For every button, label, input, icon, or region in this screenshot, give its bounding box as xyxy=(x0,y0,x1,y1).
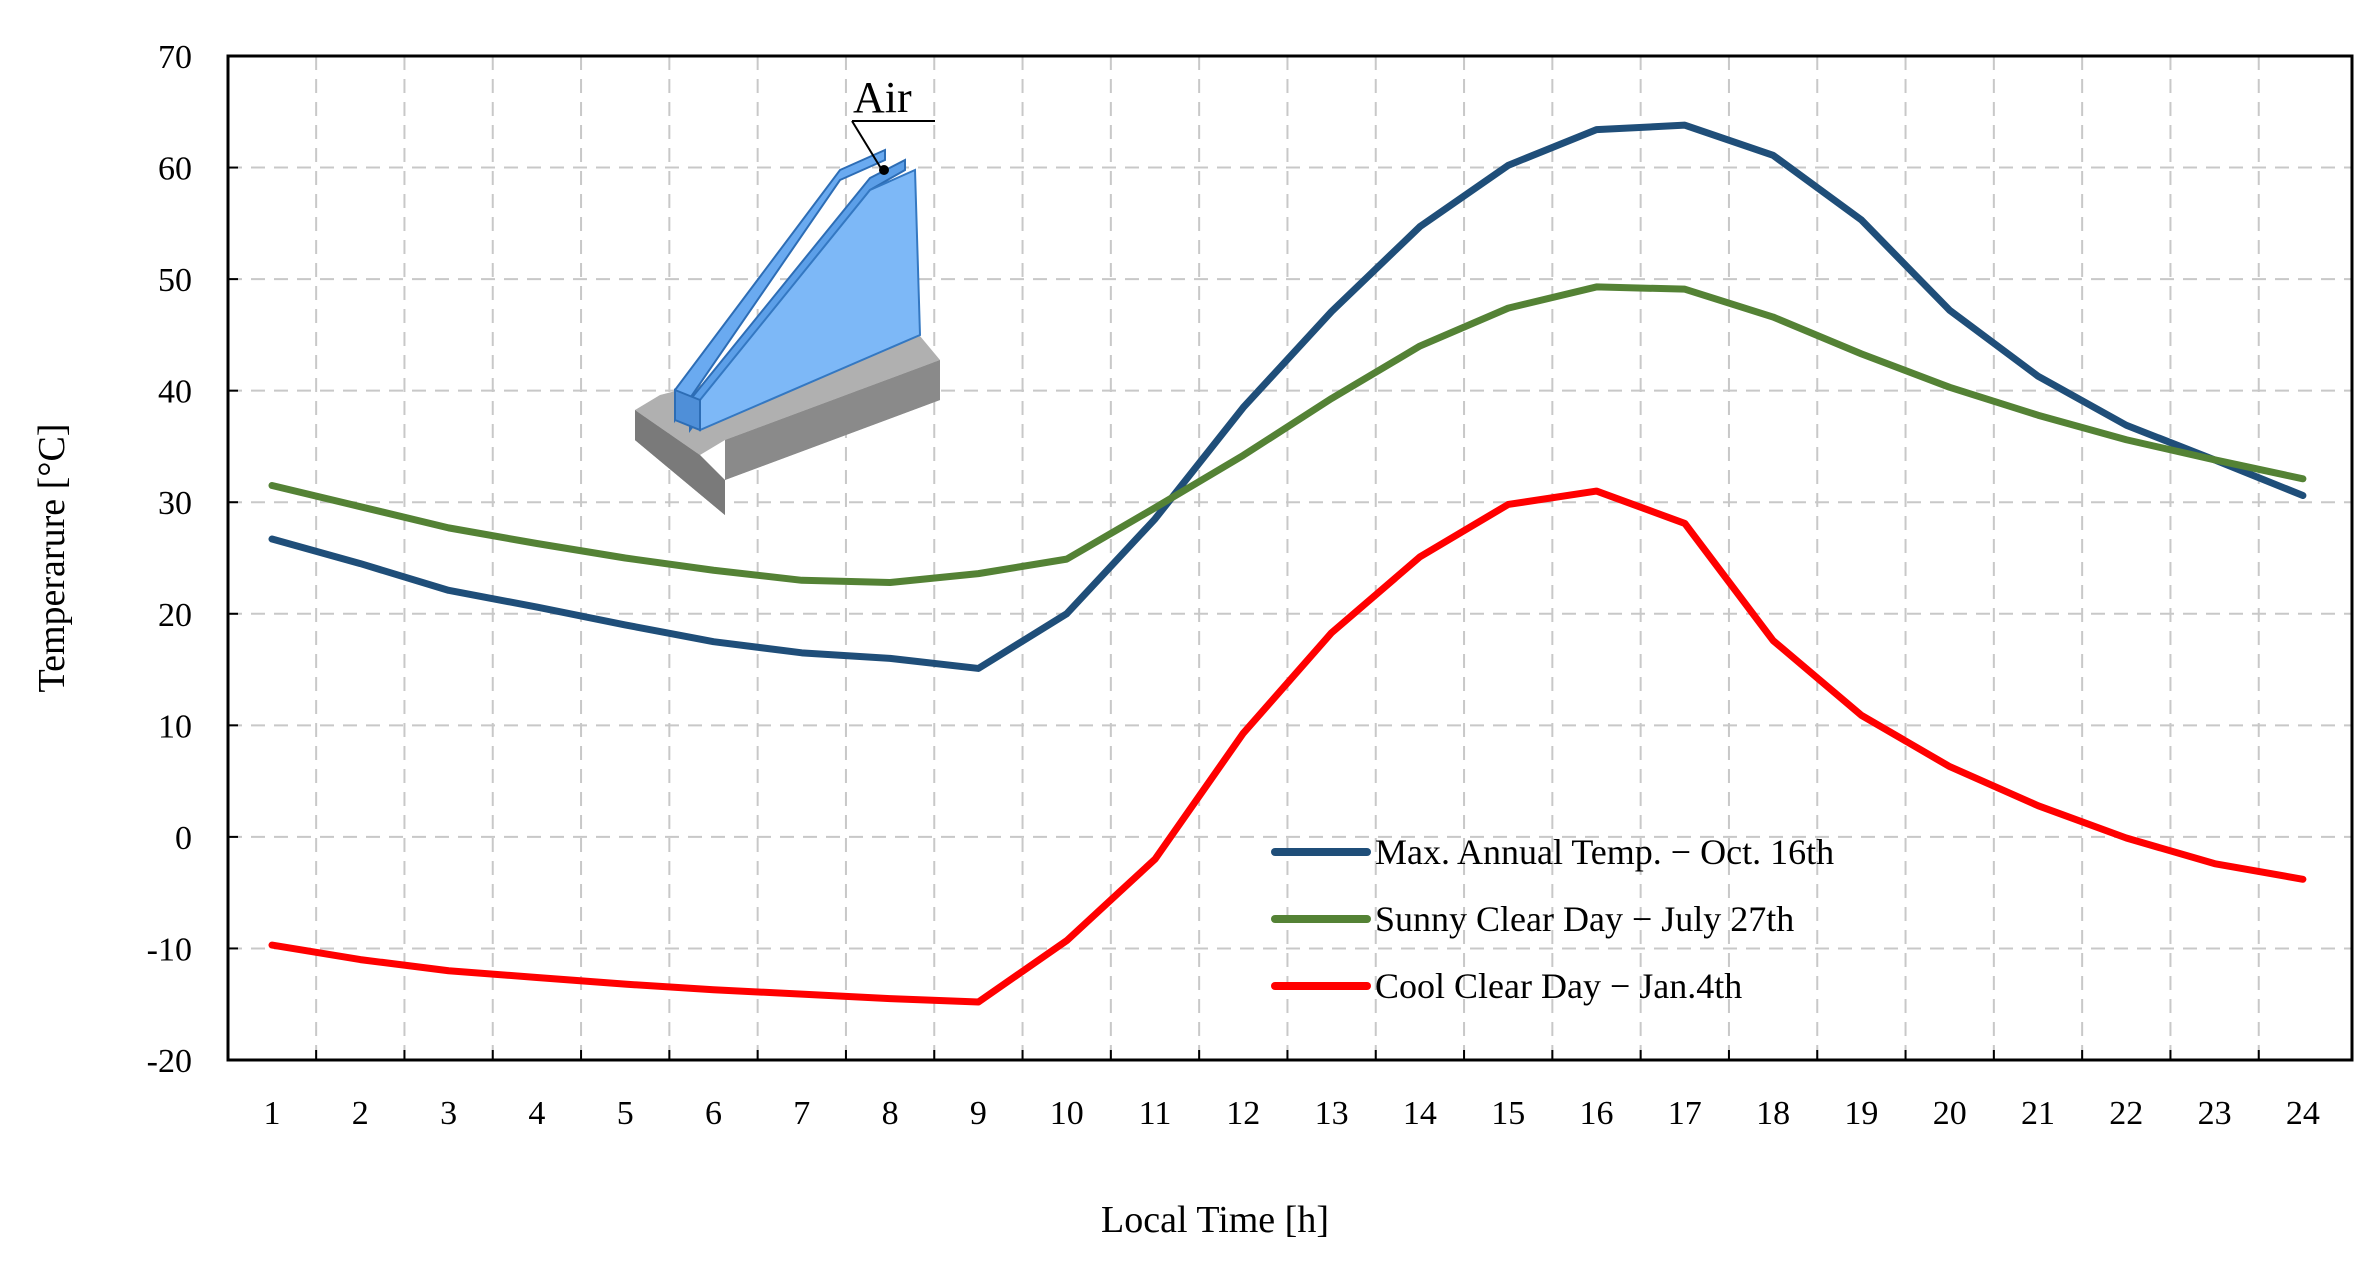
x-tick-label: 11 xyxy=(1139,1095,1172,1132)
y-tick-label: -20 xyxy=(147,1043,192,1080)
x-tick-label: 7 xyxy=(793,1095,810,1132)
plot-frame xyxy=(226,54,2354,1062)
y-tick-label: 60 xyxy=(158,151,192,188)
legend-label: Cool Clear Day − Jan.4th xyxy=(1375,966,1742,1006)
x-tick-label: 20 xyxy=(1933,1095,1967,1132)
x-tick-label: 16 xyxy=(1580,1095,1614,1132)
x-tick-label: 8 xyxy=(882,1095,899,1132)
legend: Max. Annual Temp. − Oct. 16th Sunny Clear… xyxy=(1271,832,1834,1006)
base-front-bottom xyxy=(635,410,725,515)
x-tick-label: 9 xyxy=(970,1095,987,1132)
x-axis-title: Local Time [h] xyxy=(1101,1199,1329,1241)
x-tick-label: 21 xyxy=(2021,1095,2055,1132)
x-tick-label: 10 xyxy=(1050,1095,1084,1132)
x-tick-label: 19 xyxy=(1844,1095,1878,1132)
air-label: Air xyxy=(853,73,912,122)
x-tick-label: 6 xyxy=(705,1095,722,1132)
base-side-face xyxy=(725,360,940,480)
x-tick-label: 5 xyxy=(617,1095,634,1132)
x-tick-label: 13 xyxy=(1315,1095,1349,1132)
y-axis-title: Temperarure [°C] xyxy=(31,424,73,693)
air-leader-dot xyxy=(879,165,889,175)
glass-pane-left xyxy=(674,388,701,432)
grid-lines xyxy=(228,56,2352,1060)
glazing-illustration: Air xyxy=(635,73,940,515)
legend-label: Sunny Clear Day − July 27th xyxy=(1375,899,1794,939)
x-tick-label: 4 xyxy=(528,1095,545,1132)
air-leader-line xyxy=(851,120,883,171)
x-tick-label: 18 xyxy=(1756,1095,1790,1132)
y-tick-label: 40 xyxy=(158,374,192,411)
x-tick-label: 3 xyxy=(440,1095,457,1132)
y-tick-label: 30 xyxy=(158,485,192,522)
series-line-2 xyxy=(268,283,2307,587)
glass-pane-front xyxy=(689,158,906,433)
x-tick-label: 2 xyxy=(352,1095,369,1132)
series-line-3 xyxy=(268,487,2307,1006)
x-tick-label: 24 xyxy=(2286,1095,2320,1132)
y-tick-label: 10 xyxy=(158,708,192,745)
series-lines xyxy=(268,121,2307,1006)
x-tick-label: 23 xyxy=(2198,1095,2232,1132)
y-tick-label: 20 xyxy=(158,597,192,634)
y-tick-label: 0 xyxy=(175,820,192,857)
y-tick-label: 50 xyxy=(158,262,192,299)
y-tick-label: 70 xyxy=(158,39,192,76)
series-line-1 xyxy=(268,121,2307,672)
x-tick-label: 14 xyxy=(1403,1095,1437,1132)
legend-label: Max. Annual Temp. − Oct. 16th xyxy=(1375,832,1834,872)
x-tick-label: 1 xyxy=(264,1095,281,1132)
x-tick-label: 17 xyxy=(1668,1095,1702,1132)
x-tick-label: 12 xyxy=(1226,1095,1260,1132)
x-tick-label: 22 xyxy=(2109,1095,2143,1132)
y-tick-label: -10 xyxy=(147,931,192,968)
x-tick-label: 15 xyxy=(1491,1095,1525,1132)
